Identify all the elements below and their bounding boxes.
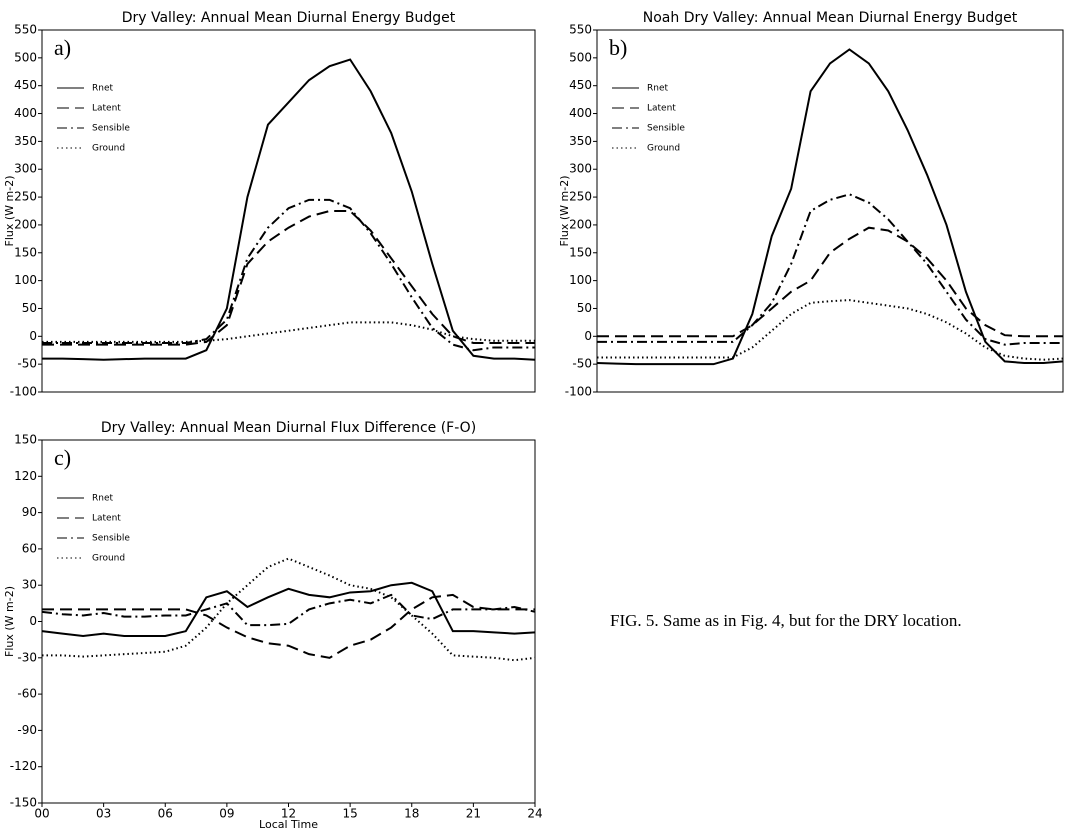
legend-label: Sensible — [647, 124, 685, 134]
y-tick-label: 100 — [14, 273, 37, 287]
legend-label: Latent — [92, 104, 121, 114]
y-tick-label: 550 — [14, 23, 37, 37]
series-line — [41, 593, 536, 627]
legend-label: Ground — [92, 144, 125, 154]
chart-title: Dry Valley: Annual Mean Diurnal Flux Dif… — [101, 420, 476, 436]
chart-title: Dry Valley: Annual Mean Diurnal Energy B… — [122, 10, 456, 26]
series-line — [41, 581, 536, 638]
y-tick-label: 500 — [569, 50, 592, 64]
series-line — [596, 48, 1064, 366]
y-tick-label: 30 — [22, 578, 37, 592]
series-line — [42, 593, 535, 659]
y-axis-label: Flux (W m-2) — [3, 175, 16, 246]
y-tick-label: -90 — [17, 723, 37, 737]
panel-label: b) — [609, 35, 627, 60]
legend-label: Latent — [647, 104, 676, 114]
y-tick-label: 300 — [569, 162, 592, 176]
series-line — [597, 193, 1063, 346]
y-tick-label: 400 — [14, 106, 37, 120]
series-line — [42, 210, 535, 346]
y-tick-label: 150 — [14, 245, 37, 259]
y-tick-label: 350 — [14, 134, 37, 148]
series-line — [42, 198, 535, 352]
y-tick-label: -120 — [10, 759, 37, 773]
legend-label: Ground — [92, 554, 125, 564]
legend-label: Rnet — [647, 84, 668, 94]
y-tick-label: 60 — [22, 541, 37, 555]
x-tick-label: 00 — [34, 807, 49, 821]
x-tick-label: 18 — [404, 807, 419, 821]
y-tick-label: 400 — [569, 106, 592, 120]
y-tick-label: 0 — [29, 329, 37, 343]
chart-title: Noah Dry Valley: Annual Mean Diurnal Ene… — [643, 10, 1018, 26]
y-tick-label: 120 — [14, 469, 37, 483]
y-tick-label: 300 — [14, 162, 37, 176]
series-line — [42, 321, 535, 343]
y-tick-label: 150 — [14, 433, 37, 447]
x-tick-label: 09 — [219, 807, 234, 821]
series-line — [597, 226, 1063, 338]
y-tick-label: 0 — [584, 329, 592, 343]
y-tick-label: -100 — [565, 385, 592, 399]
legend-label: Rnet — [92, 494, 113, 504]
plot-frame — [596, 29, 1064, 393]
legend-label: Latent — [92, 514, 121, 524]
plot-frame — [41, 439, 536, 804]
y-tick-label: 250 — [569, 190, 592, 204]
plot-frame — [41, 29, 536, 393]
y-tick-label: 100 — [569, 273, 592, 287]
y-tick-label: -30 — [17, 650, 37, 664]
x-tick-label: 03 — [96, 807, 111, 821]
y-tick-label: -60 — [17, 687, 37, 701]
x-tick-label: 21 — [466, 807, 481, 821]
legend-label: Ground — [647, 144, 680, 154]
y-tick-label: 450 — [569, 78, 592, 92]
legend-label: Rnet — [92, 84, 113, 94]
y-tick-label: 500 — [14, 50, 37, 64]
caption: FIG. 5. Same as in Fig. 4, but for the D… — [610, 611, 962, 630]
series-line — [42, 557, 536, 662]
panel-label: c) — [54, 445, 71, 470]
panel-label: a) — [54, 35, 71, 60]
y-tick-label: 150 — [569, 245, 592, 259]
y-tick-label: 350 — [569, 134, 592, 148]
x-tick-label: 15 — [342, 807, 357, 821]
y-tick-label: 50 — [577, 301, 592, 315]
legend-label: Sensible — [92, 534, 130, 544]
y-tick-label: 0 — [29, 614, 37, 628]
series-line — [42, 58, 536, 361]
y-tick-label: -100 — [10, 385, 37, 399]
x-tick-label: 12 — [281, 807, 296, 821]
y-tick-label: 250 — [14, 190, 37, 204]
x-axis-label: Local Time — [259, 818, 318, 830]
y-axis-label: Flux (W m-2) — [558, 175, 571, 246]
y-tick-label: -150 — [10, 796, 37, 810]
x-tick-label: 24 — [527, 807, 542, 821]
legend-label: Sensible — [92, 124, 130, 134]
y-axis-label: Flux (W m-2) — [3, 586, 16, 657]
y-tick-label: -50 — [572, 357, 592, 371]
y-tick-label: -50 — [17, 357, 37, 371]
y-tick-label: 200 — [14, 217, 37, 231]
y-tick-label: 450 — [14, 78, 37, 92]
x-tick-label: 06 — [158, 807, 173, 821]
y-tick-label: 90 — [22, 505, 37, 519]
y-tick-label: 50 — [22, 301, 37, 315]
y-tick-label: 200 — [569, 217, 592, 231]
series-line — [597, 299, 1064, 361]
y-tick-label: 550 — [569, 23, 592, 37]
